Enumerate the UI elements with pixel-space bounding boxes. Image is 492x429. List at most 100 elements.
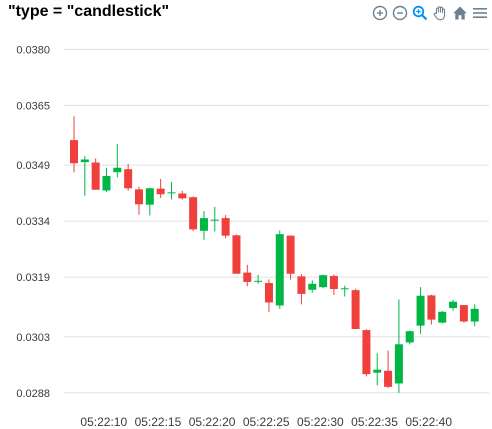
candle-body bbox=[438, 311, 447, 323]
candle-body bbox=[134, 189, 143, 205]
candle-body bbox=[210, 219, 219, 221]
candle[interactable] bbox=[243, 264, 252, 287]
candle-body bbox=[394, 344, 403, 384]
x-axis-labels: 05:22:10 05:22:15 05:22:20 05:22:25 05:22:30… bbox=[80, 415, 452, 429]
candle[interactable] bbox=[145, 187, 154, 216]
candle-body bbox=[459, 305, 468, 322]
candle-body bbox=[70, 140, 78, 164]
candle-body bbox=[308, 283, 317, 290]
x-tick-label: 05:22:25 bbox=[243, 415, 290, 429]
zoom-out-icon[interactable] bbox=[391, 4, 408, 21]
zoom-in-icon[interactable] bbox=[371, 4, 388, 21]
candle[interactable] bbox=[210, 206, 219, 232]
grid-lines bbox=[64, 48, 489, 394]
candle-body bbox=[145, 188, 154, 205]
candle[interactable] bbox=[297, 274, 306, 305]
candle-body bbox=[297, 276, 306, 294]
candle[interactable] bbox=[264, 279, 273, 312]
y-tick-label: 0.0349 bbox=[16, 160, 50, 172]
candle[interactable] bbox=[362, 329, 371, 377]
candle[interactable] bbox=[329, 274, 338, 296]
candle-body bbox=[178, 193, 187, 199]
candle-body bbox=[319, 275, 328, 288]
menu-icon[interactable] bbox=[471, 4, 488, 21]
candle[interactable] bbox=[189, 196, 198, 232]
candle[interactable] bbox=[70, 116, 78, 173]
candle-body bbox=[275, 234, 284, 306]
candle[interactable] bbox=[394, 299, 403, 393]
candle-body bbox=[362, 330, 371, 375]
candle-body bbox=[243, 272, 252, 282]
candle[interactable] bbox=[80, 156, 89, 196]
candle-body bbox=[102, 175, 111, 191]
y-tick-label: 0.0319 bbox=[16, 272, 50, 284]
candle[interactable] bbox=[178, 190, 187, 200]
y-tick-label: 0.0380 bbox=[16, 44, 50, 56]
candle-body bbox=[124, 169, 133, 189]
x-tick-label: 05:22:35 bbox=[351, 415, 398, 429]
zoom-selection-icon[interactable] bbox=[411, 4, 428, 21]
candle[interactable] bbox=[134, 186, 143, 215]
candle-body bbox=[405, 331, 414, 343]
x-tick-label: 05:22:15 bbox=[135, 415, 182, 429]
candle-body bbox=[427, 295, 436, 320]
candle[interactable] bbox=[275, 230, 284, 309]
candle-body bbox=[113, 167, 122, 173]
candle-body bbox=[189, 197, 198, 230]
chart-title: "type = "candlestick" bbox=[8, 3, 170, 20]
candle[interactable] bbox=[156, 178, 165, 198]
candle-body bbox=[329, 275, 338, 290]
candle[interactable] bbox=[373, 353, 382, 386]
candle[interactable] bbox=[167, 181, 176, 200]
candle[interactable] bbox=[340, 285, 349, 297]
pan-hand-icon[interactable] bbox=[431, 4, 448, 21]
candle[interactable] bbox=[449, 299, 458, 311]
candle[interactable] bbox=[286, 235, 295, 280]
candle-body bbox=[351, 290, 360, 329]
candle[interactable] bbox=[427, 294, 436, 325]
candle[interactable] bbox=[308, 280, 317, 293]
candle-body bbox=[264, 283, 273, 303]
y-tick-label: 0.0365 bbox=[16, 100, 50, 112]
candle-body bbox=[449, 301, 458, 309]
candle[interactable] bbox=[459, 305, 468, 323]
candle-body bbox=[373, 369, 382, 373]
candle[interactable] bbox=[351, 288, 360, 330]
candle-body bbox=[384, 370, 393, 387]
candle-body bbox=[156, 188, 165, 195]
candle-body bbox=[416, 295, 425, 326]
candle-body bbox=[91, 162, 100, 190]
candle-body bbox=[286, 235, 295, 274]
candle[interactable] bbox=[91, 158, 100, 190]
candle[interactable] bbox=[470, 304, 479, 327]
candle-body bbox=[470, 308, 479, 322]
candle[interactable] bbox=[221, 215, 230, 239]
candle[interactable] bbox=[416, 287, 425, 334]
x-tick-label: 05:22:40 bbox=[405, 415, 452, 429]
y-axis-labels: 0.0380 0.0365 0.0349 0.0334 0.0319 0.0303 0.02… bbox=[16, 44, 50, 399]
candle[interactable] bbox=[438, 311, 447, 324]
reset-home-icon[interactable] bbox=[451, 4, 468, 21]
x-tick-label: 05:22:20 bbox=[189, 415, 236, 429]
candle-body bbox=[199, 218, 208, 231]
x-tick-label: 05:22:10 bbox=[80, 415, 127, 429]
candle-body bbox=[80, 159, 89, 163]
candle[interactable] bbox=[254, 274, 263, 284]
candle-body bbox=[167, 192, 176, 194]
chart-toolbar bbox=[371, 4, 488, 21]
candle-body bbox=[232, 235, 241, 274]
candle[interactable] bbox=[113, 143, 122, 178]
candle[interactable] bbox=[124, 163, 133, 191]
candle-body bbox=[340, 288, 349, 290]
candle-body bbox=[254, 280, 263, 282]
candle[interactable] bbox=[319, 274, 328, 289]
candle[interactable] bbox=[384, 350, 393, 388]
candle[interactable] bbox=[405, 330, 414, 345]
candle[interactable] bbox=[102, 167, 111, 192]
candles bbox=[70, 116, 479, 393]
y-tick-label: 0.0288 bbox=[16, 388, 50, 400]
candle[interactable] bbox=[232, 234, 241, 274]
candle[interactable] bbox=[199, 211, 208, 240]
y-tick-label: 0.0303 bbox=[16, 332, 50, 344]
